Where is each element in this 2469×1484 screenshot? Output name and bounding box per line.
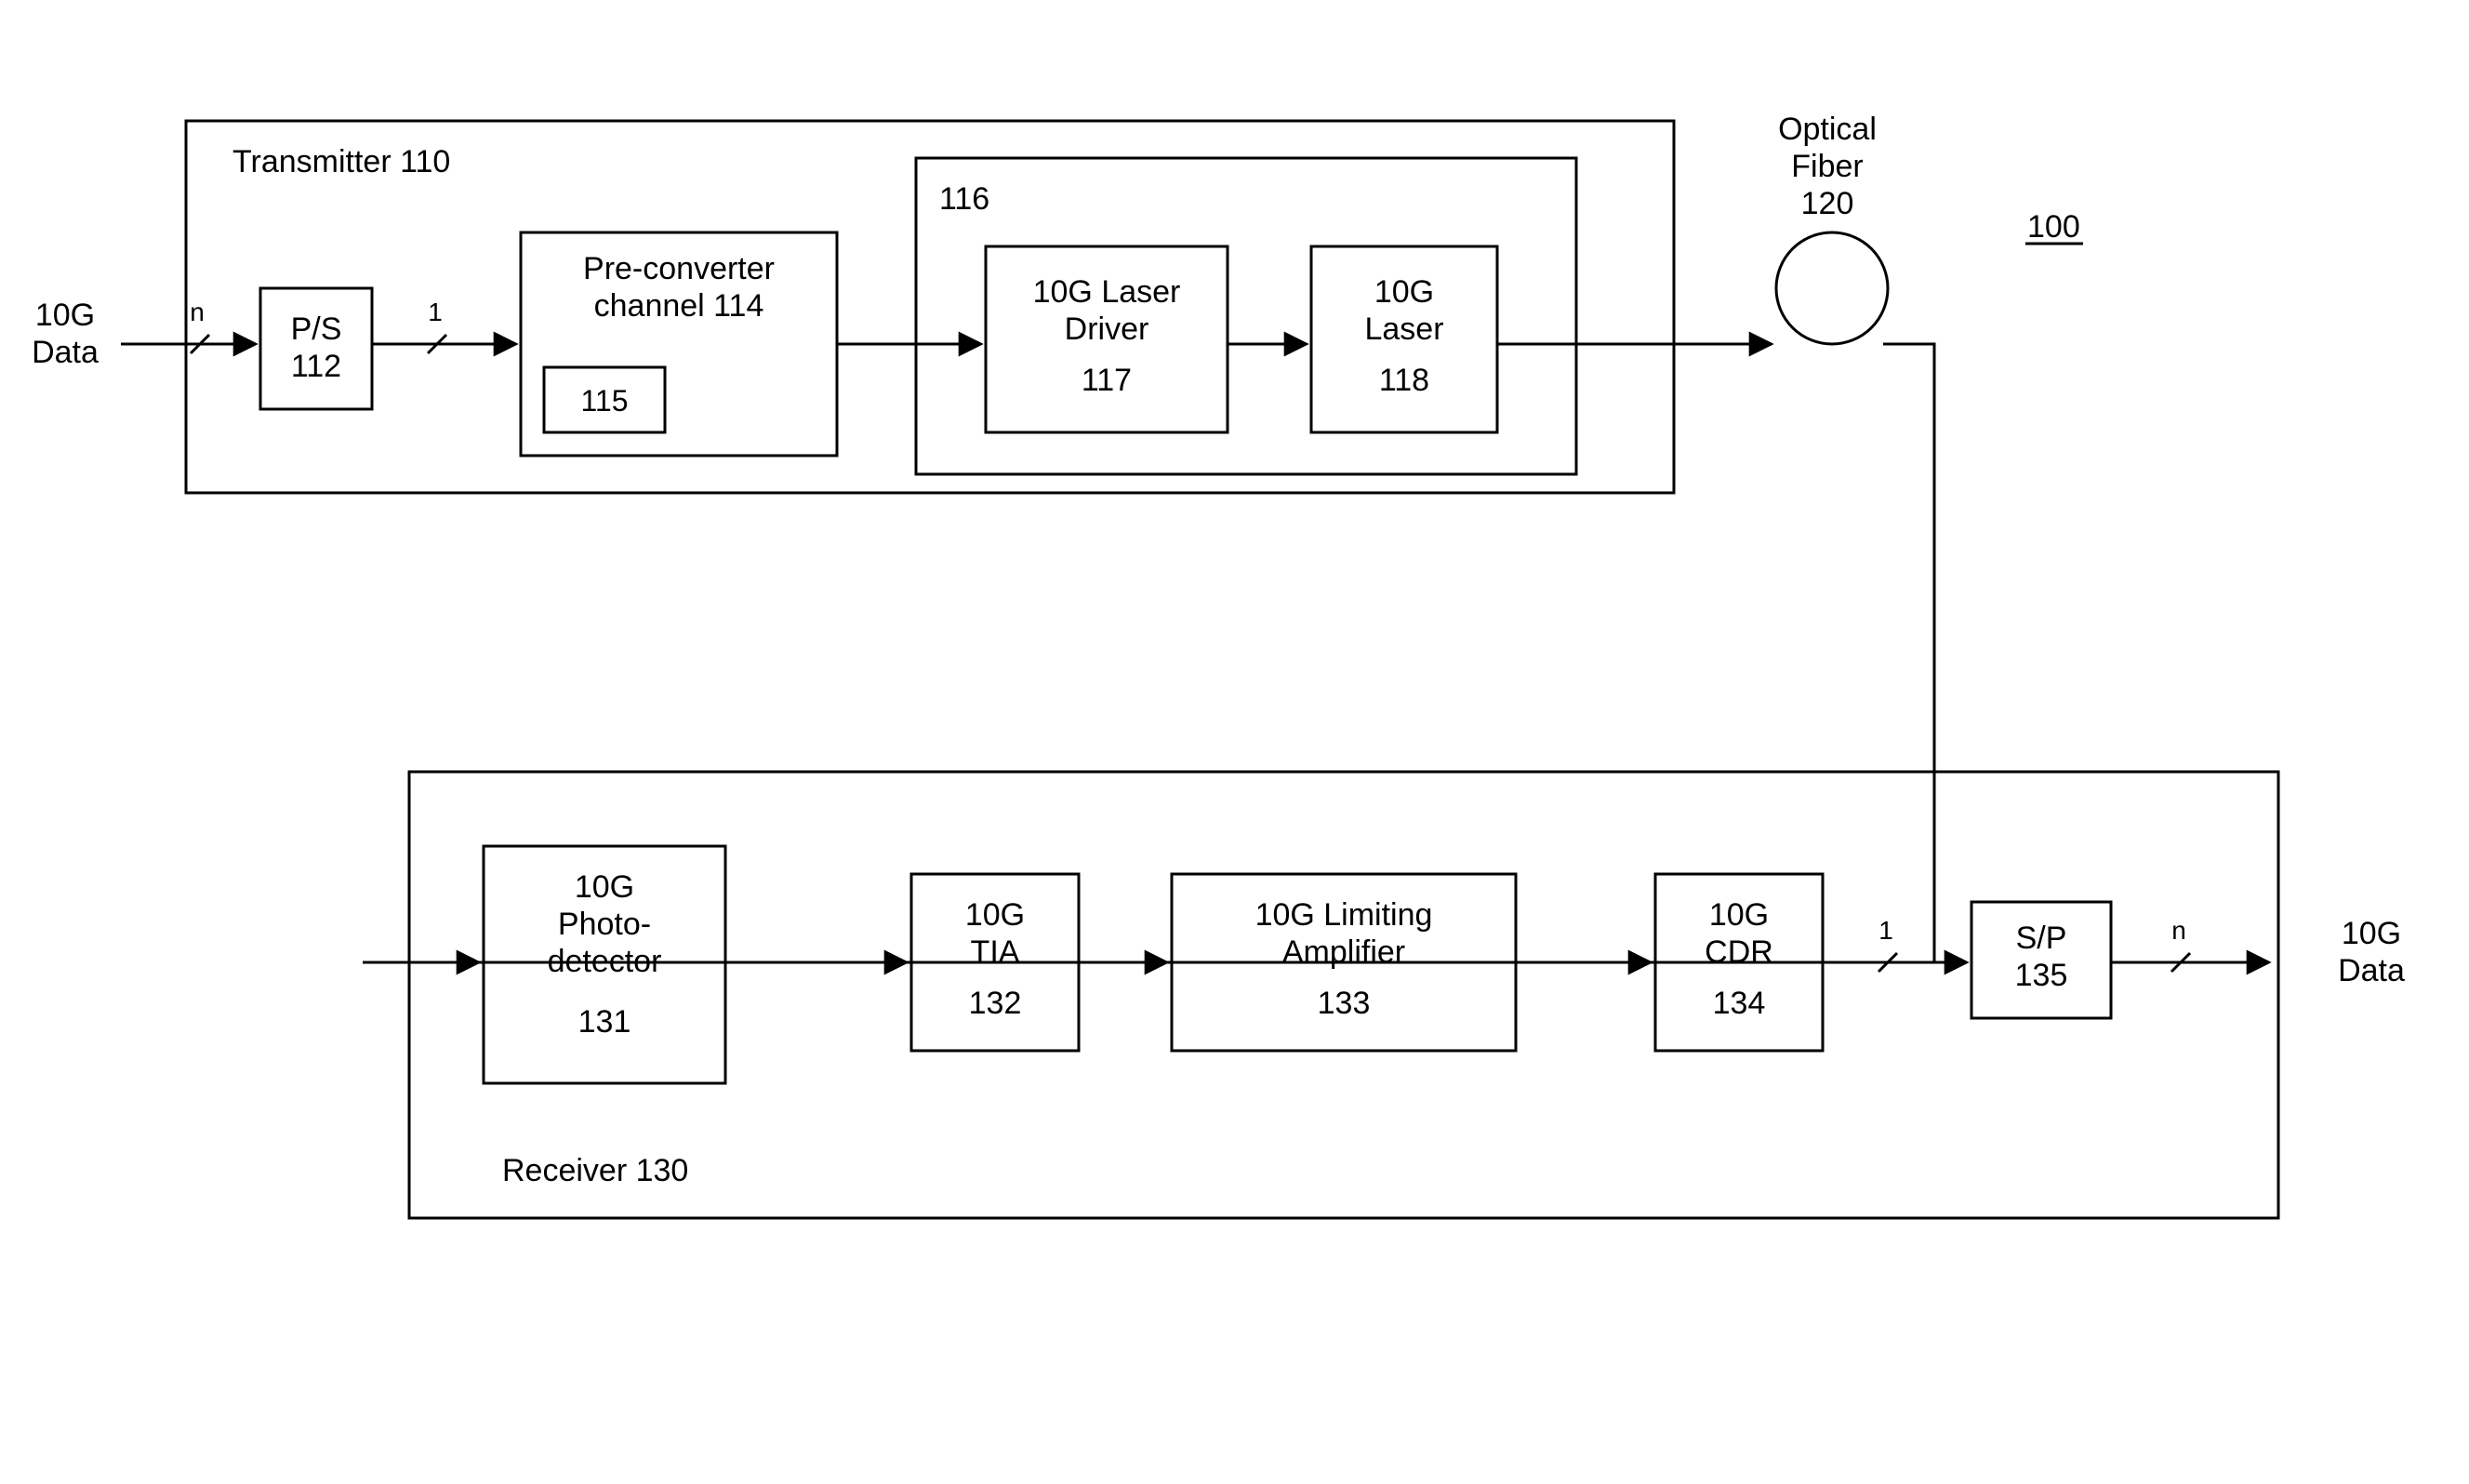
- cdr-l1: 10G: [1709, 897, 1769, 933]
- cdr-l2: CDR: [1705, 934, 1773, 970]
- cdr-l3: 134: [1713, 986, 1766, 1021]
- ps-out-bus: 1: [428, 298, 443, 326]
- preconverter-inner: 115: [580, 384, 628, 417]
- ps-line2: 112: [291, 349, 341, 384]
- tia-l2: TIA: [971, 934, 1020, 970]
- ps-line1: P/S: [291, 311, 342, 347]
- laser-driver-l2: Driver: [1065, 311, 1149, 347]
- input-label-2: Data: [32, 335, 99, 370]
- output-label-2: Data: [2338, 953, 2405, 988]
- preconverter-line1: Pre-converter: [583, 251, 775, 286]
- transmitter-title: Transmitter 110: [232, 144, 450, 179]
- laser-driver-l3: 117: [1082, 363, 1132, 398]
- limamp-l3: 133: [1318, 986, 1371, 1021]
- photo-l4: 131: [578, 1004, 631, 1040]
- tia-l1: 10G: [965, 897, 1025, 933]
- input-label-1: 10G: [35, 298, 95, 333]
- input-bus-n: n: [190, 298, 205, 326]
- sp-l1: S/P: [2016, 921, 2067, 956]
- fiber-l1: Optical: [1778, 112, 1877, 147]
- laser-l3: 118: [1379, 363, 1429, 398]
- diagram-canvas: 100 Transmitter 110 10G Data n P/S 112 1…: [0, 0, 2469, 1484]
- cdr-out-bus: 1: [1878, 916, 1893, 945]
- group116-label: 116: [939, 181, 989, 217]
- tia-l3: 132: [969, 986, 1022, 1021]
- preconverter-line2: channel 114: [594, 288, 764, 324]
- photo-l2: Photo-: [558, 907, 651, 942]
- laser-driver-l1: 10G Laser: [1033, 274, 1181, 310]
- limamp-l2: Amplifier: [1282, 934, 1405, 970]
- figure-ref: 100: [2027, 209, 2080, 245]
- sp-l2: 135: [2015, 958, 2068, 993]
- laser-l2: Laser: [1364, 311, 1443, 347]
- photo-l1: 10G: [575, 869, 634, 905]
- limamp-l1: 10G Limiting: [1255, 897, 1433, 933]
- fiber-l2: Fiber: [1791, 149, 1863, 184]
- receiver-title: Receiver 130: [502, 1153, 688, 1188]
- output-bus-n: n: [2171, 916, 2186, 945]
- group116-box: [916, 158, 1576, 474]
- laser-l1: 10G: [1374, 274, 1434, 310]
- fiber-circle: [1776, 232, 1888, 344]
- output-label-1: 10G: [2342, 916, 2401, 951]
- fiber-l3: 120: [1801, 186, 1854, 221]
- photo-l3: detector: [548, 944, 662, 979]
